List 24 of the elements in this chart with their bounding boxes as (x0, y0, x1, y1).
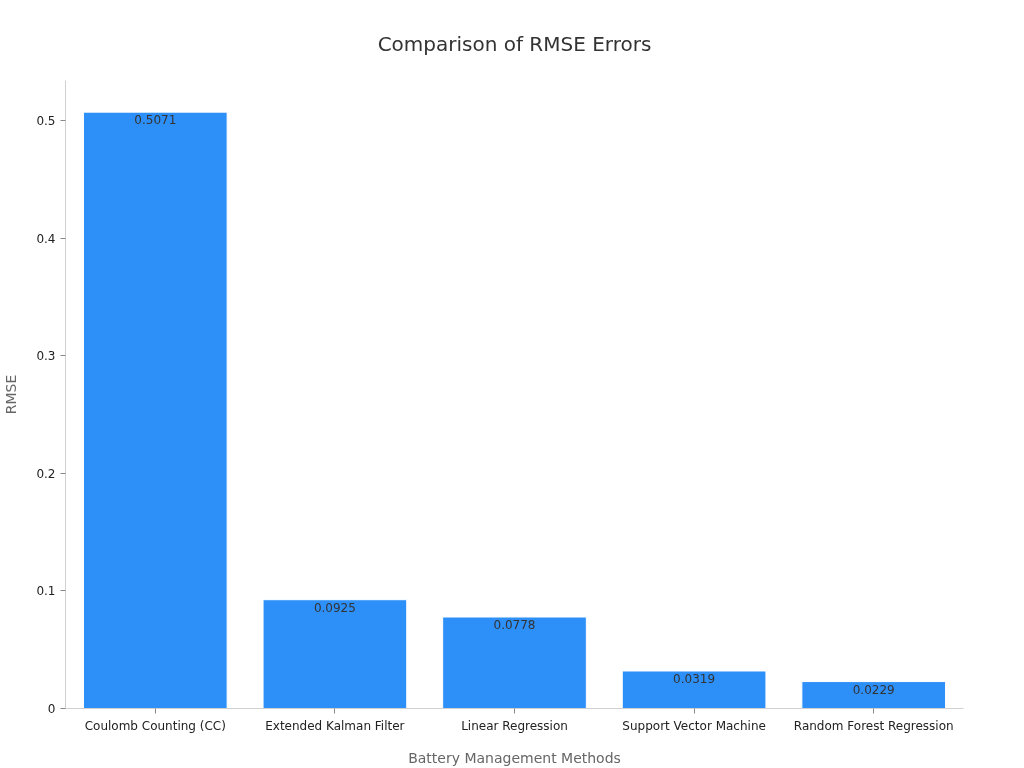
y-tick-label: 0.2 (36, 466, 56, 481)
x-tick-label: Random Forest Regression (793, 718, 954, 733)
x-tick-label: Extended Kalman Filter (265, 718, 405, 733)
y-axis-title: RMSE (3, 374, 20, 415)
bar (262, 599, 408, 709)
y-tick-label: 0.5 (36, 113, 56, 128)
y-tick-label: 0.4 (36, 231, 56, 246)
y-tick-label: 0 (47, 702, 56, 716)
x-tick-label: Linear Regression (461, 718, 568, 733)
bar (801, 681, 947, 709)
x-tick-label: Coulomb Counting (CC) (84, 718, 226, 733)
data-label: 0.5071 (134, 113, 177, 128)
data-label: 0.0229 (852, 682, 895, 697)
data-label: 0.0778 (493, 618, 536, 632)
bar (442, 616, 587, 709)
y-tick-label: 0.1 (36, 584, 56, 599)
bar (621, 670, 767, 709)
x-axis-title: Battery Management Methods (408, 749, 621, 766)
y-tick-label: 0.3 (36, 349, 56, 364)
bar (82, 111, 228, 709)
data-label: 0.0319 (673, 671, 716, 686)
data-label: 0.0925 (313, 600, 356, 615)
chart-title: Comparison of RMSE Errors (377, 31, 652, 56)
x-tick-label: Support Vector Machine (622, 718, 766, 733)
